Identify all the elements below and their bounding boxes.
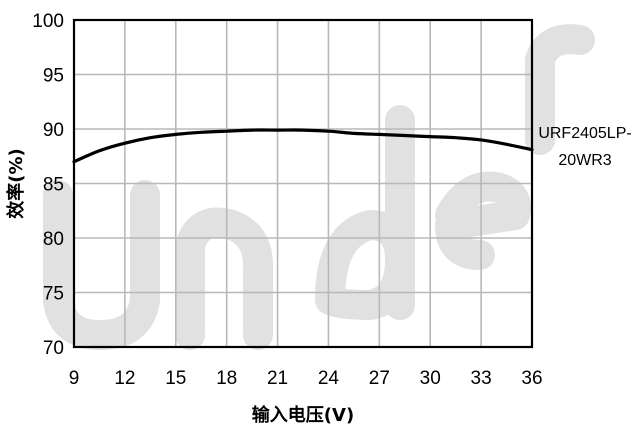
watermark [43,24,595,350]
y-tick-label: 95 [43,66,64,87]
series-lines [72,128,534,164]
y-tick-label: 75 [43,284,64,305]
x-tick-label: 12 [114,368,135,389]
x-tick-label: 15 [165,368,186,389]
x-tick-label: 30 [420,368,441,389]
x-tick-labels: 9 12 15 18 21 24 27 30 33 36 [69,368,543,389]
y-tick-label: 100 [32,11,64,32]
x-tick-label: 21 [267,368,288,389]
x-tick-label: 36 [521,368,542,389]
x-axis-title: 输入电压(V) [252,404,354,426]
gridlines [74,20,532,347]
y-tick-label: 90 [43,120,64,141]
y-tick-labels: 70 75 80 85 90 95 100 [32,11,64,359]
y-tick-label: 70 [43,338,64,359]
x-tick-label: 33 [471,368,492,389]
legend-label: 20WR3 [558,152,611,169]
x-tick-label: 24 [318,368,340,389]
x-tick-label: 18 [216,368,237,389]
y-tick-label: 80 [43,229,64,250]
legend-label: URF2405LP- [538,125,631,142]
series-line [72,128,534,164]
legend: URF2405LP- 20WR3 [538,125,631,169]
x-tick-label: 9 [69,368,80,389]
plot-frame [72,18,534,349]
y-tick-label: 85 [43,175,64,196]
y-axis-title: 效率(%) [5,148,27,219]
x-tick-label: 27 [369,368,390,389]
